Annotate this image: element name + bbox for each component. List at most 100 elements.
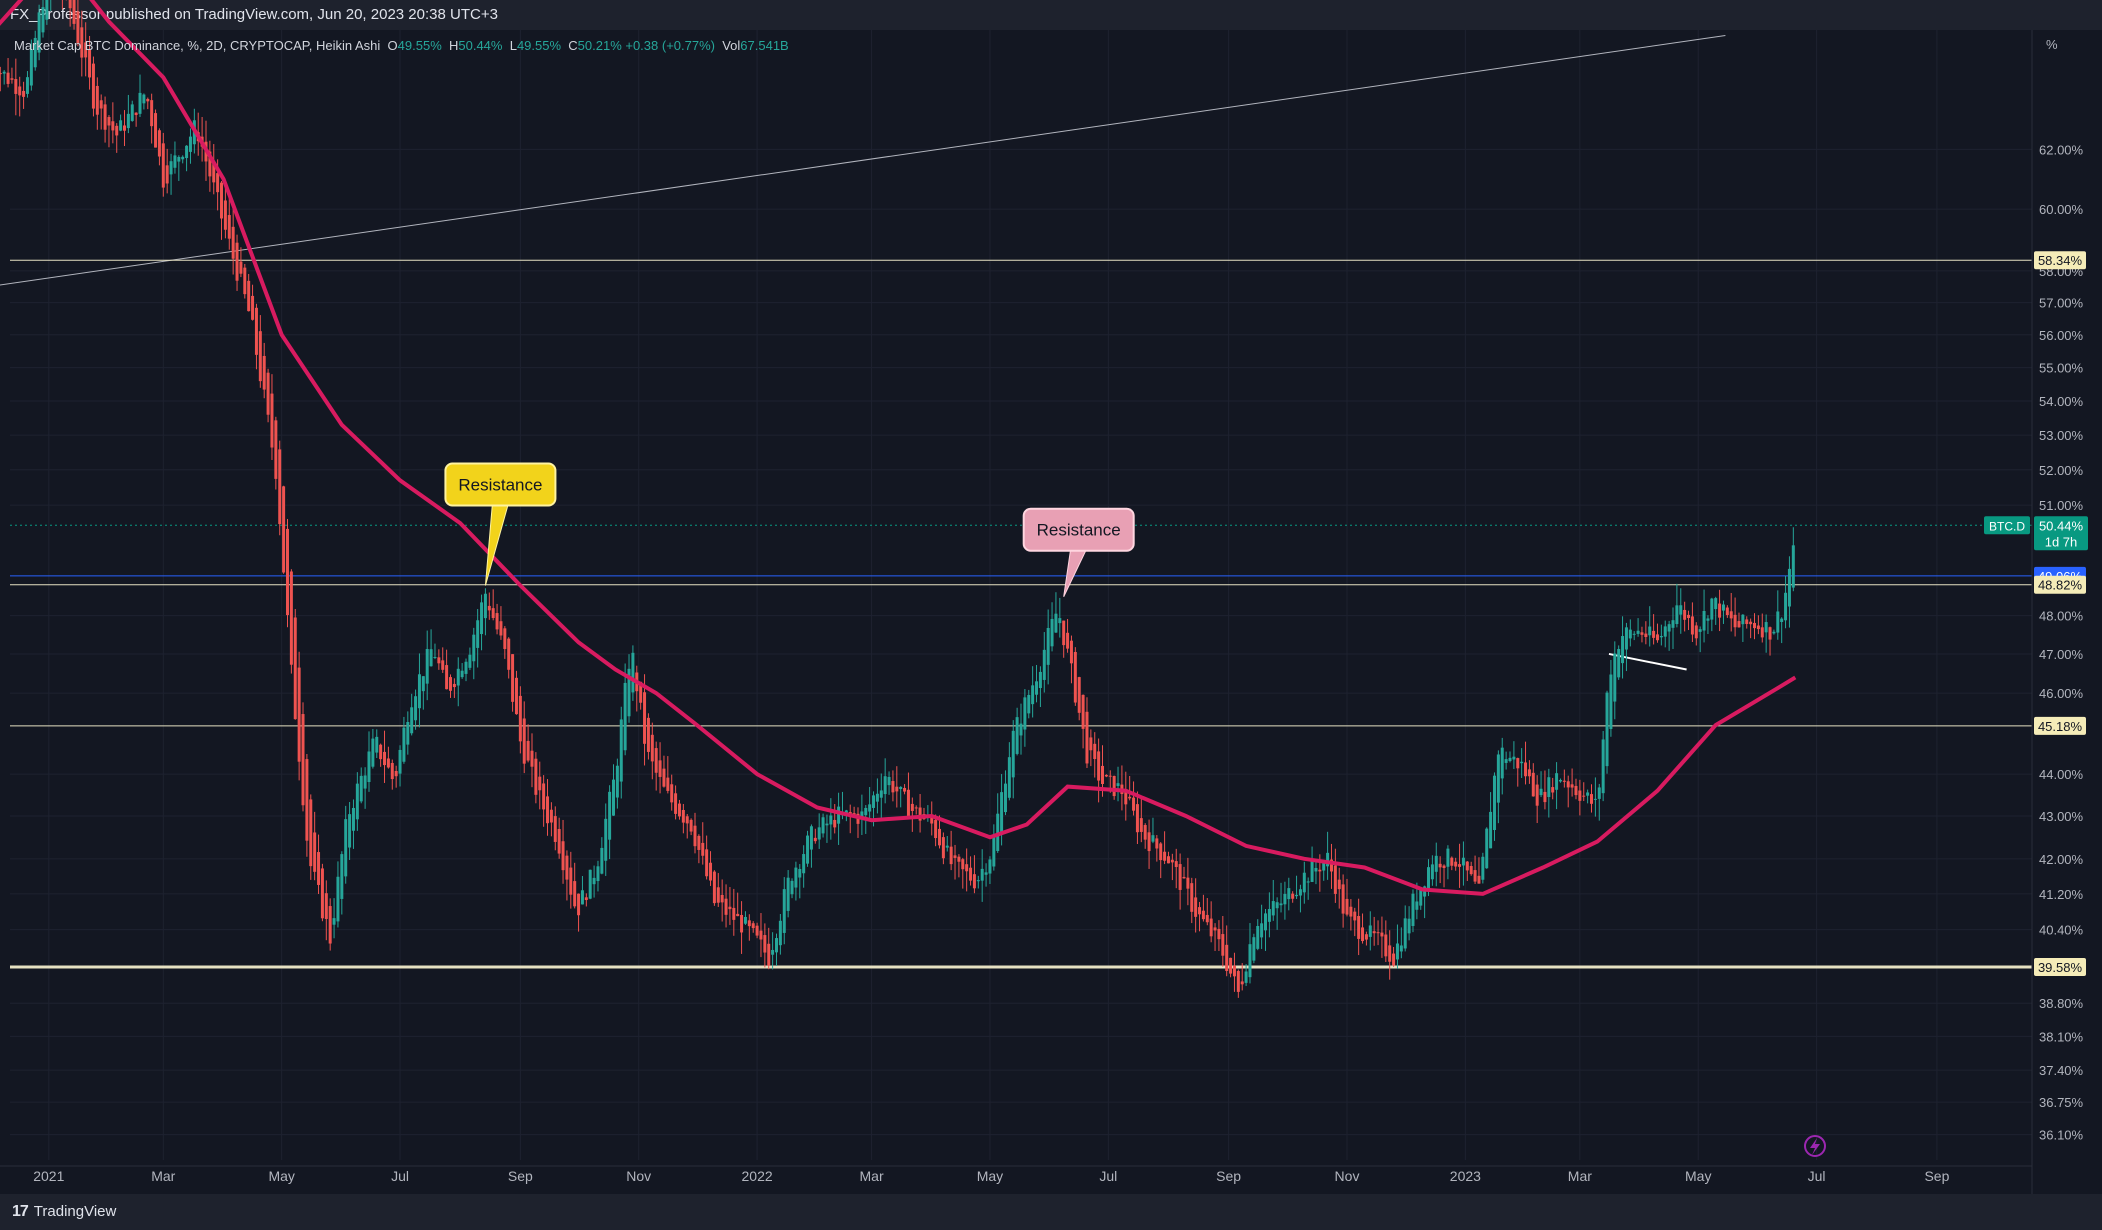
candle-body	[1714, 598, 1718, 610]
candle	[514, 670, 518, 715]
candle-body	[1609, 674, 1613, 729]
candle-body	[992, 835, 996, 867]
candle-body	[724, 898, 728, 915]
resistance-callout: Resistance	[444, 462, 557, 586]
level-tag: 58.34%	[2034, 251, 2086, 270]
grid	[10, 30, 2032, 1160]
candle	[122, 110, 126, 147]
candle-body	[530, 750, 534, 767]
candle-body	[1349, 906, 1353, 917]
candle	[724, 884, 728, 928]
candle-body	[1721, 604, 1725, 611]
candle-body	[1384, 934, 1388, 957]
moving-average-line	[0, 0, 1797, 896]
candle-body	[216, 173, 220, 193]
price-scale[interactable]	[2032, 30, 2102, 1194]
candle-body	[1737, 621, 1741, 628]
candle	[410, 693, 414, 736]
candle-body	[833, 819, 837, 828]
candle	[1046, 609, 1050, 685]
candle-body	[1038, 671, 1042, 689]
candle	[1586, 789, 1590, 804]
candle-body	[1046, 627, 1050, 665]
candle-body	[254, 307, 258, 355]
candle	[1601, 730, 1605, 802]
candle-body	[580, 890, 584, 905]
candle-body	[906, 789, 910, 819]
candle	[953, 844, 957, 880]
candle	[437, 649, 441, 670]
candle-body	[751, 923, 755, 929]
candle-body	[18, 86, 22, 96]
candle-body	[887, 776, 891, 786]
candle-body	[1784, 592, 1788, 621]
candle-body	[767, 943, 771, 966]
candle-body	[452, 683, 456, 688]
lightning-icon[interactable]	[1804, 1135, 1826, 1157]
candle-body	[693, 825, 697, 847]
candle-body	[1135, 804, 1139, 833]
candle	[1430, 855, 1434, 886]
candle	[1706, 615, 1710, 635]
candle	[169, 153, 173, 195]
candle	[1267, 892, 1271, 938]
candle-body	[806, 835, 810, 864]
candle	[414, 689, 418, 730]
candle-body	[872, 795, 876, 808]
candle	[813, 828, 817, 844]
candle	[821, 813, 825, 838]
candle-body	[1353, 911, 1357, 921]
candle	[1217, 920, 1221, 951]
candle	[1023, 689, 1027, 747]
candle-body	[1205, 914, 1209, 923]
candle	[965, 848, 969, 892]
candle	[1535, 775, 1539, 824]
candle-body	[1590, 794, 1594, 804]
candle-body	[534, 758, 538, 795]
candle-body	[1745, 619, 1749, 624]
candle-body	[1275, 902, 1279, 909]
candle-body	[2, 71, 6, 74]
candle	[1399, 927, 1403, 959]
candle-body	[1007, 757, 1011, 798]
candle	[716, 873, 720, 907]
candle	[1388, 930, 1392, 980]
candle-body	[1244, 971, 1248, 983]
candle-body	[1582, 795, 1586, 797]
candle	[1031, 666, 1035, 718]
candle	[1648, 606, 1652, 647]
candle-body	[262, 355, 266, 390]
candle	[809, 824, 813, 868]
candle-body	[786, 877, 790, 911]
candle	[301, 702, 305, 812]
candle-body	[468, 654, 472, 668]
candle	[1376, 920, 1380, 946]
candle-body	[557, 828, 561, 854]
candle	[592, 865, 596, 898]
candle	[1174, 848, 1178, 889]
candle-body	[1753, 622, 1757, 629]
candle	[1260, 904, 1264, 949]
legend-l: 49.55%	[517, 38, 568, 53]
candle	[1368, 911, 1372, 951]
candle	[740, 901, 744, 954]
candle-body	[0, 73, 2, 75]
candle-body	[930, 816, 934, 824]
candle	[150, 93, 154, 144]
candle	[1264, 909, 1268, 951]
candle	[1069, 635, 1073, 684]
candle	[1027, 689, 1031, 719]
candle	[1411, 889, 1415, 933]
y-axis: %62.00%60.00%58.00%57.00%56.00%55.00%54.…	[1984, 37, 2088, 1143]
candle-body	[437, 657, 441, 664]
candle-body	[646, 717, 650, 752]
y-tick-label: 38.10%	[2039, 1029, 2084, 1044]
candle	[1520, 748, 1524, 778]
candle	[103, 96, 107, 143]
candle-body	[507, 638, 511, 670]
candle-body	[258, 331, 262, 382]
candle-body	[895, 786, 899, 792]
candle	[666, 756, 670, 794]
candle	[1058, 597, 1062, 638]
